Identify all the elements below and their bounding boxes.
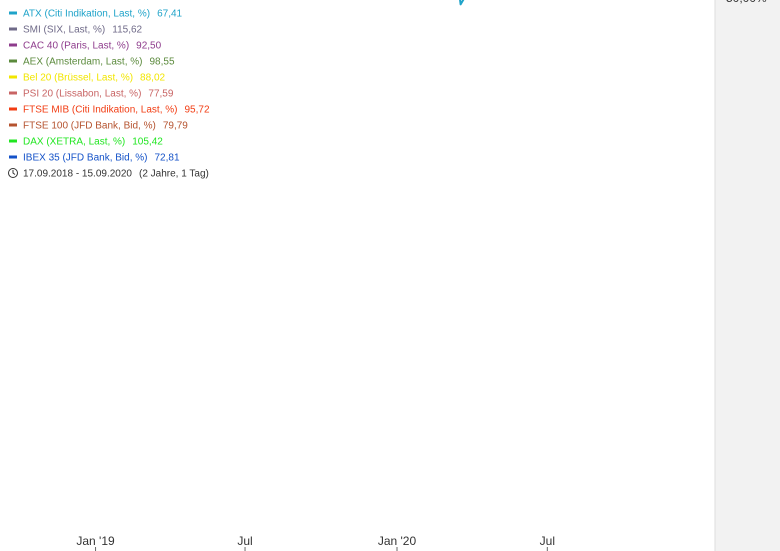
legend-entry: CAC 40 (Paris, Last, %) 92,50 <box>23 41 162 52</box>
legend-swatch <box>9 11 17 15</box>
legend-swatch <box>9 43 17 47</box>
x-tick-label: Jan '20 <box>378 534 417 548</box>
legend-swatch <box>9 123 17 127</box>
legend-swatch <box>9 59 17 63</box>
legend: ATX (Citi Indikation, Last, %) 67,41 SMI (… <box>8 9 210 180</box>
legend-swatch <box>9 27 17 31</box>
legend-entry: IBEX 35 (JFD Bank, Bid, %) 72,81 <box>23 153 180 164</box>
series-line <box>459 0 465 6</box>
x-tick-label: Jan '19 <box>76 534 115 548</box>
legend-entry: SMI (SIX, Last, %) 115,62 <box>23 25 143 36</box>
legend-entry: Bel 20 (Brüssel, Last, %) 88,02 <box>23 73 166 84</box>
legend-swatch <box>9 107 17 111</box>
legend-swatch <box>9 155 17 159</box>
legend-entry: FTSE 100 (JFD Bank, Bid, %) 79,79 <box>23 121 188 132</box>
legend-entry: AEX (Amsterdam, Last, %) 98,55 <box>23 57 175 68</box>
x-axis: Jan '19 Jul Jan '20 Jul <box>76 534 555 551</box>
y-axis: 130,00%120,00%110,00%100,00%90,00%70,00%… <box>726 0 767 5</box>
legend-swatch <box>9 91 17 95</box>
legend-swatch <box>9 75 17 79</box>
legend-entry: DAX (XETRA, Last, %) 105,42 <box>23 137 163 148</box>
x-tick-label: Jul <box>237 534 252 548</box>
plot-area <box>459 0 465 6</box>
legend-entry: FTSE MIB (Citi Indikation, Last, %) 95,72 <box>23 105 210 116</box>
x-tick-label: Jul <box>540 534 555 548</box>
axis-panel <box>715 0 780 551</box>
date-range: 17.09.2018 - 15.09.2020 (2 Jahre, 1 Tag) <box>23 169 209 180</box>
y-tick-label: 50,00% <box>726 0 767 5</box>
clock-icon <box>8 168 18 178</box>
legend-swatch <box>9 139 17 143</box>
legend-entry: ATX (Citi Indikation, Last, %) 67,41 <box>23 9 183 20</box>
legend-entry: PSI 20 (Lissabon, Last, %) 77,59 <box>23 89 174 100</box>
